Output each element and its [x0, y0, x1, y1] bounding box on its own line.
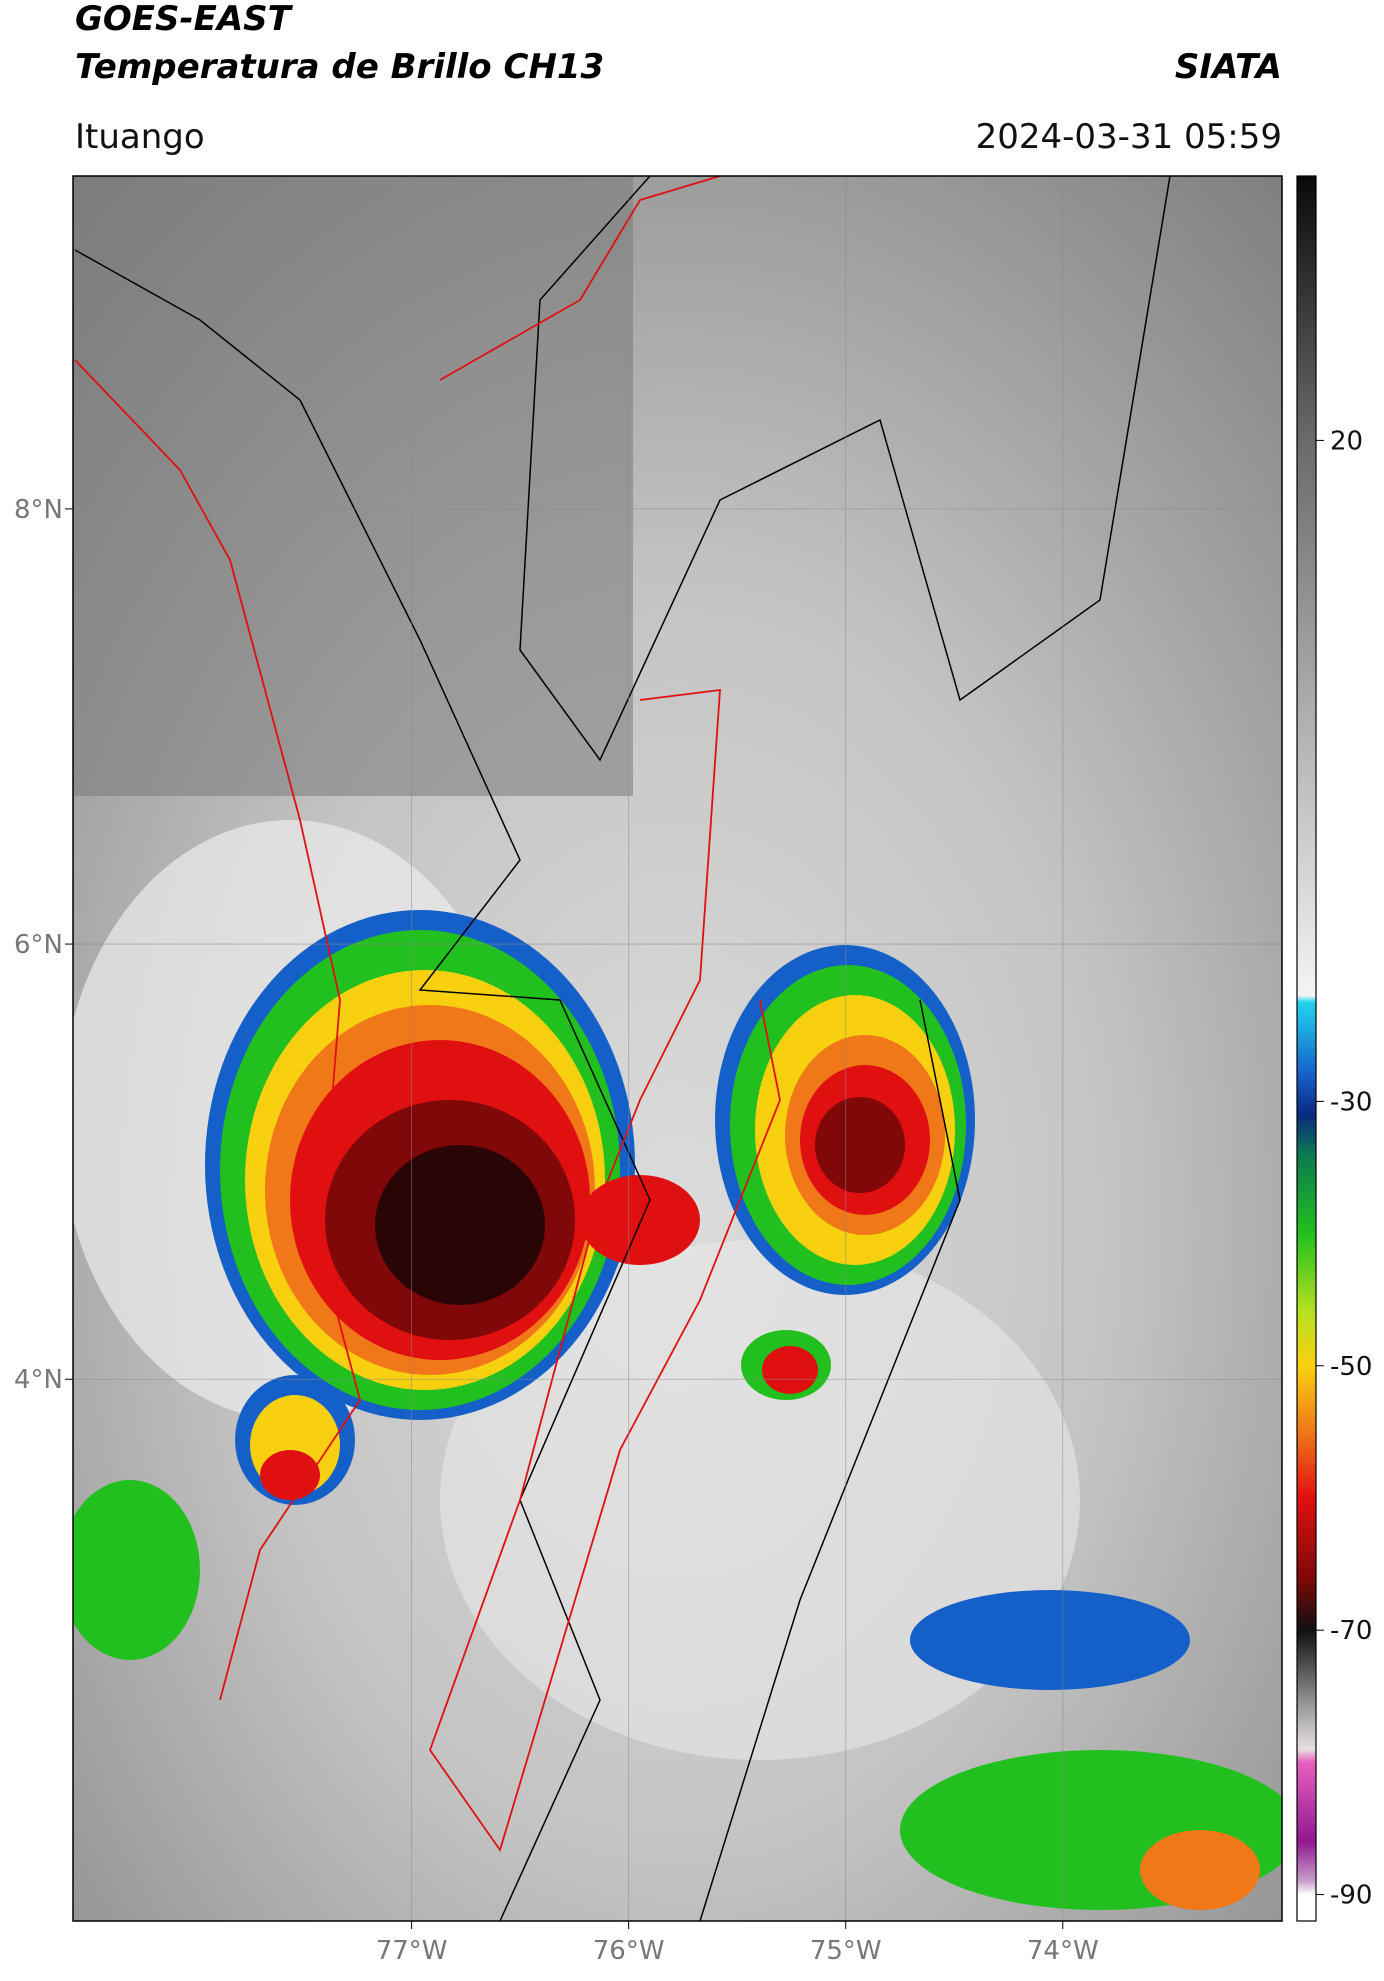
satellite-image: [73, 176, 1282, 1921]
colorbar-tick-label: -90: [1330, 1881, 1372, 1911]
colorbar-tick-label: 20: [1330, 426, 1363, 456]
satellite: GOES-EAST: [75, 0, 294, 39]
storm-cell: [715, 945, 975, 1295]
colorbar: [1296, 175, 1317, 1922]
graticule: 8°N 6°N 4°N 77°W 76°W 75°W 74°W: [14, 176, 1282, 1966]
storm-cell: [73, 1330, 1282, 1910]
colorbar-tick-label: -50: [1330, 1352, 1372, 1382]
datetime: 2024-03-31 05:59: [976, 117, 1282, 157]
agency: SIATA: [1175, 47, 1282, 87]
colorbar-tick-label: -30: [1330, 1087, 1372, 1117]
colorbar-tick-label: -70: [1330, 1616, 1372, 1646]
colorbar-ticks: 20 -30 -50 -70 -90: [1316, 426, 1372, 1911]
lat-tick-label: 8°N: [14, 495, 63, 525]
map-frame: [72, 175, 1283, 1922]
lon-tick-label: 77°W: [376, 1936, 448, 1966]
product: Temperatura de Brillo CH13: [75, 47, 604, 87]
lon-tick-label: 76°W: [593, 1936, 665, 1966]
region: Ituango: [75, 117, 205, 157]
lat-tick-label: 4°N: [14, 1365, 63, 1395]
lon-tick-label: 75°W: [810, 1936, 882, 1966]
storm-cell: [205, 910, 700, 1420]
lon-tick-label: 74°W: [1027, 1936, 1099, 1966]
lat-tick-label: 6°N: [14, 930, 63, 960]
